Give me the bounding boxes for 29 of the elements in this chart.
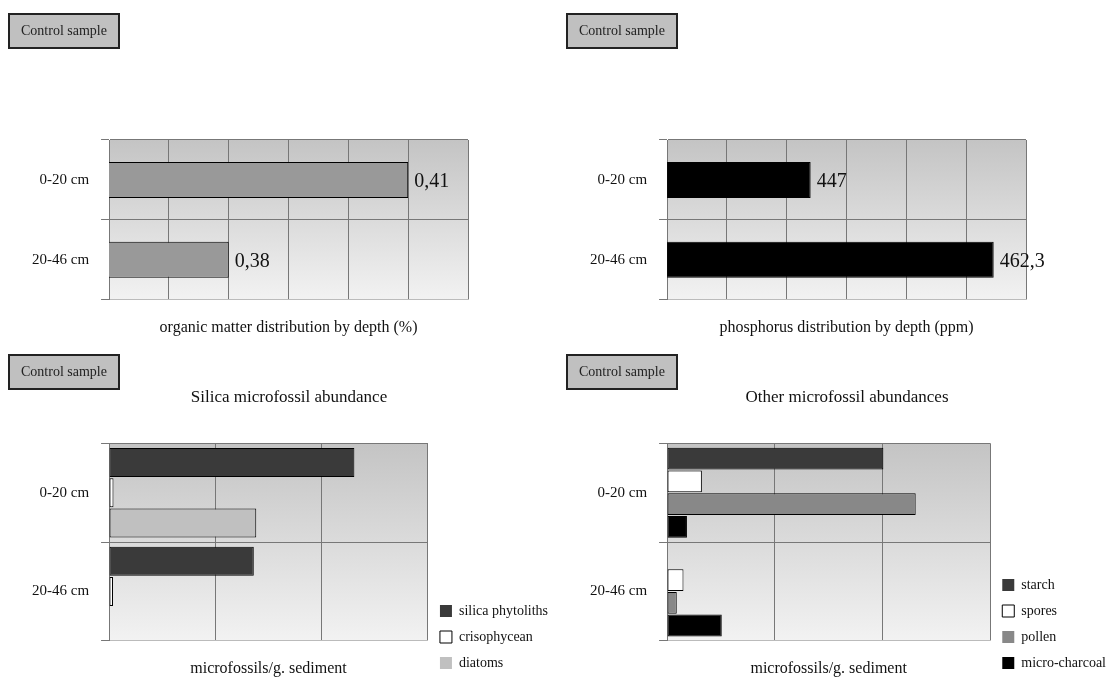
data-label: 447 <box>816 169 847 192</box>
text: Control sample <box>566 354 678 390</box>
x-axis-title: phosphorus distribution by depth (ppm) <box>719 317 974 336</box>
data-label: 0,38 <box>234 249 270 272</box>
legend-label: silica phytoliths <box>458 602 549 618</box>
y-tick-label: 0-20 cm <box>597 170 648 187</box>
chart-title: Silica microfossil abundance <box>190 386 388 406</box>
y-tick-label: 20-46 cm <box>589 250 648 267</box>
data-label: 462,3 <box>999 249 1045 272</box>
legend-label: diatoms <box>458 654 504 670</box>
legend-label: starch <box>1021 576 1055 592</box>
y-tick-label: 20-46 cm <box>31 250 90 267</box>
text: Control sample <box>8 13 120 49</box>
y-tick-label: 20-46 cm <box>31 582 90 599</box>
y-tick-label: 20-46 cm <box>589 582 648 599</box>
legend-label: micro-charcoal <box>1021 654 1107 670</box>
y-tick-label: 0-20 cm <box>39 483 90 500</box>
y-tick-label: 0-20 cm <box>597 483 648 500</box>
x-axis-title: microfossils/g. sediment <box>190 658 348 677</box>
x-axis-title: organic matter distribution by depth (%) <box>159 317 418 336</box>
chart-title: Other microfossil abundances <box>745 386 949 406</box>
data-label: 0,41 <box>414 169 450 192</box>
legend-label: spores <box>1021 602 1058 618</box>
y-tick-label: 0-20 cm <box>39 170 90 187</box>
x-axis-title: microfossils/g. sediment <box>750 658 908 677</box>
legend-label: pollen <box>1021 628 1057 644</box>
legend-label: crisophycean <box>458 628 533 644</box>
text: Control sample <box>566 13 678 49</box>
text: Control sample <box>8 354 120 390</box>
